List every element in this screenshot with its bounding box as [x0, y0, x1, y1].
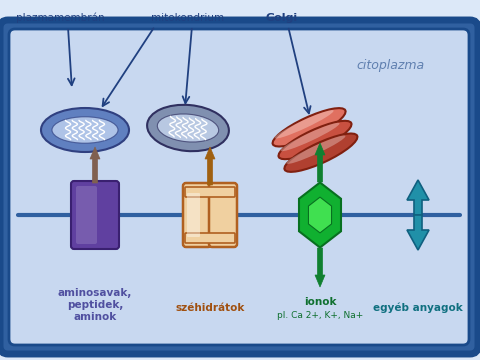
- Text: plazmamembrán: plazmamembrán: [16, 13, 104, 23]
- Text: mitokondrium: mitokondrium: [151, 13, 225, 23]
- FancyBboxPatch shape: [185, 233, 235, 243]
- Polygon shape: [205, 147, 215, 185]
- Polygon shape: [309, 197, 332, 233]
- Text: egyéb anyagok: egyéb anyagok: [373, 303, 463, 313]
- Ellipse shape: [287, 135, 346, 164]
- Text: ionok: ionok: [304, 297, 336, 307]
- Ellipse shape: [285, 134, 358, 172]
- FancyBboxPatch shape: [78, 184, 112, 194]
- FancyBboxPatch shape: [185, 187, 235, 197]
- Polygon shape: [407, 215, 429, 250]
- Polygon shape: [90, 147, 100, 183]
- Text: széhidrátok: széhidrátok: [175, 303, 245, 313]
- Ellipse shape: [278, 121, 351, 159]
- FancyBboxPatch shape: [187, 193, 200, 237]
- Text: pl. Ca 2+, K+, Na+: pl. Ca 2+, K+, Na+: [277, 311, 363, 320]
- Ellipse shape: [280, 123, 339, 151]
- FancyBboxPatch shape: [9, 29, 469, 345]
- FancyBboxPatch shape: [71, 181, 119, 249]
- Ellipse shape: [147, 105, 229, 151]
- FancyBboxPatch shape: [209, 183, 237, 247]
- FancyBboxPatch shape: [0, 20, 478, 354]
- Polygon shape: [315, 143, 325, 182]
- Ellipse shape: [275, 110, 334, 139]
- Polygon shape: [315, 248, 325, 287]
- FancyBboxPatch shape: [78, 236, 112, 246]
- Ellipse shape: [157, 114, 219, 142]
- Polygon shape: [407, 180, 429, 215]
- Text: Golgi: Golgi: [266, 13, 298, 23]
- FancyBboxPatch shape: [183, 183, 211, 247]
- Text: citoplazma: citoplazma: [356, 59, 424, 72]
- Text: aminosavak,
peptidek,
aminok: aminosavak, peptidek, aminok: [58, 288, 132, 321]
- Polygon shape: [299, 183, 341, 248]
- Ellipse shape: [273, 108, 346, 147]
- Ellipse shape: [41, 108, 129, 152]
- Ellipse shape: [52, 117, 118, 143]
- FancyBboxPatch shape: [76, 186, 97, 244]
